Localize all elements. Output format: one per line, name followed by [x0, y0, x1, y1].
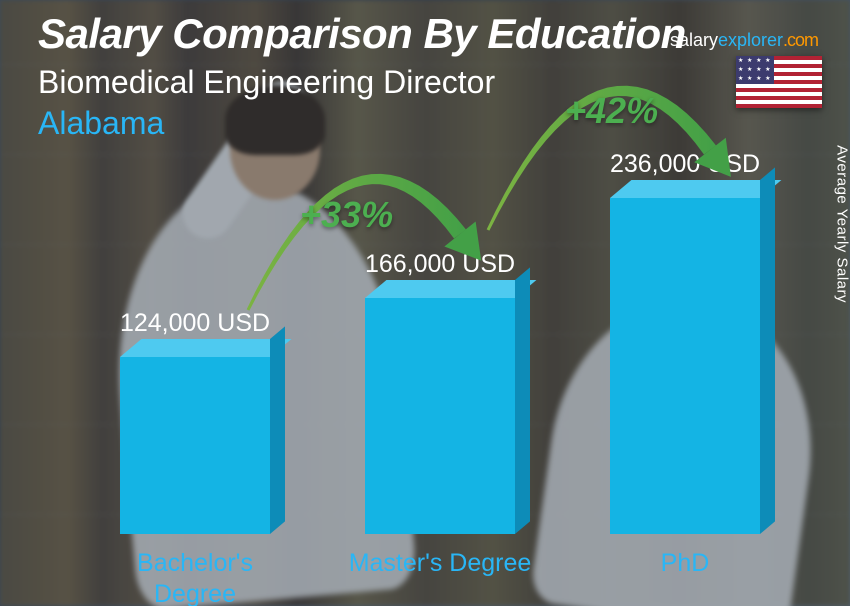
bar-side	[270, 326, 285, 534]
y-axis-label: Average Yearly Salary	[834, 145, 850, 303]
bar-top	[120, 339, 291, 357]
bar-front	[365, 298, 515, 534]
bar-group: 236,000 USDPhD	[605, 198, 765, 534]
bar-value-label: 166,000 USD	[365, 250, 515, 279]
chart-subtitle: Biomedical Engineering Director	[38, 64, 830, 101]
bar	[120, 357, 270, 534]
infographic-canvas: Salary Comparison By Education Biomedica…	[0, 0, 850, 606]
bar-top	[365, 280, 536, 298]
brand-explorer: explorer	[718, 30, 783, 50]
bar-chart: 124,000 USDBachelor's Degree 166,000 USDM…	[70, 170, 790, 534]
chart-location: Alabama	[38, 105, 830, 142]
bar-front	[610, 198, 760, 534]
bar	[365, 298, 515, 534]
bar-side	[515, 267, 530, 534]
brand-salary: salary	[670, 30, 718, 50]
bar-category-label: Master's Degree	[340, 548, 540, 579]
bar-category-label: Bachelor's Degree	[95, 548, 295, 606]
bar-front	[120, 357, 270, 534]
bar-top	[610, 180, 781, 198]
brand-logo: salaryexplorer.com	[670, 30, 818, 51]
bar-side	[760, 167, 775, 534]
brand-dotcom: .com	[783, 30, 818, 50]
bar-group: 124,000 USDBachelor's Degree	[115, 357, 275, 534]
bar-group: 166,000 USDMaster's Degree	[360, 298, 520, 534]
us-flag-icon	[736, 56, 822, 108]
bar-value-label: 236,000 USD	[610, 150, 760, 179]
bar	[610, 198, 760, 534]
bar-value-label: 124,000 USD	[120, 309, 270, 338]
bar-category-label: PhD	[585, 548, 785, 579]
increase-percent-label: +33%	[300, 194, 393, 236]
